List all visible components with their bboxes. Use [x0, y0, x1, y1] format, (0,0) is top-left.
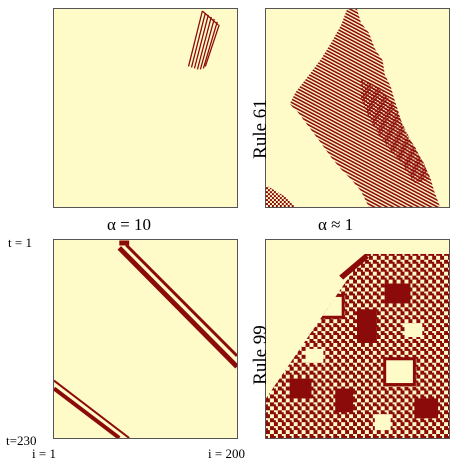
rule-61-label: Rule 61	[250, 99, 271, 159]
cell-pattern	[54, 240, 237, 438]
cell-pattern	[187, 10, 220, 70]
cell-region	[360, 78, 431, 184]
panel-rule61-alpha10	[53, 8, 238, 208]
cell-edge	[266, 185, 296, 207]
spacetime-diagram-rule99-alpha10	[54, 240, 237, 438]
alpha-10-label: α = 10	[107, 215, 151, 234]
panel-rule61-alpha1	[265, 8, 450, 208]
cell-pattern	[266, 253, 449, 438]
spacetime-diagram-rule61-alpha1	[266, 9, 441, 207]
alpha-approx-1-label: α ≈ 1	[318, 215, 354, 234]
rule-99-label: Rule 99	[250, 325, 271, 385]
spacetime-diagram-rule61-alpha10	[187, 10, 220, 70]
cell-edge	[339, 253, 369, 280]
t-end-label: t=230	[6, 433, 37, 448]
panel-rule99-alpha1	[265, 239, 450, 439]
spacetime-diagram-rule99-alpha1	[266, 253, 449, 438]
i-end-label: i = 200	[208, 446, 245, 461]
i-start-label: i = 1	[32, 446, 56, 461]
panel-rule99-alpha10	[53, 239, 238, 439]
t-start-label: t = 1	[8, 235, 32, 250]
